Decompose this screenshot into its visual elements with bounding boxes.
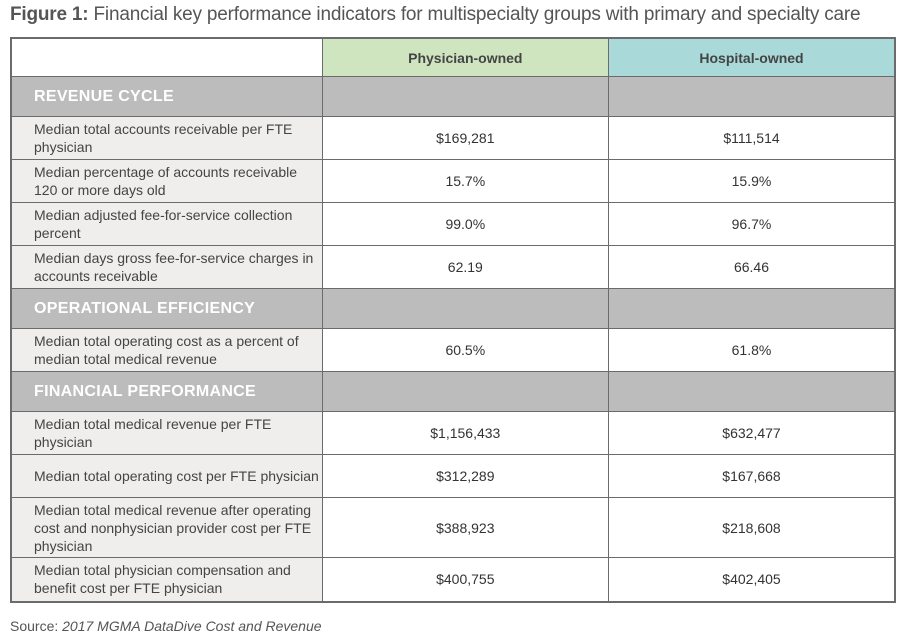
- physician-owned-value: $312,289: [321, 454, 610, 498]
- physician-owned-value: $388,923: [321, 497, 610, 558]
- table-row: Median percentage of accounts receivable…: [10, 159, 896, 203]
- metric-label: Median total operating cost per FTE phys…: [10, 454, 323, 498]
- metric-label: Median total medical revenue per FTE phy…: [10, 411, 323, 455]
- metric-label: Median percentage of accounts receivable…: [10, 159, 323, 203]
- column-header-hospital-owned: Hospital-owned: [608, 37, 896, 77]
- source-note: Source: 2017 MGMA DataDive Cost and Reve…: [10, 618, 322, 634]
- table-row: Median total operating cost as a percent…: [10, 328, 896, 372]
- section-title: REVENUE CYCLE: [10, 76, 323, 117]
- physician-owned-value: 62.19: [321, 245, 610, 289]
- section-header-row: REVENUE CYCLE: [10, 76, 896, 117]
- figure-title: Figure 1: Financial key performance indi…: [10, 4, 861, 26]
- section-title: OPERATIONAL EFFICIENCY: [10, 288, 323, 329]
- physician-owned-value: 99.0%: [321, 202, 610, 246]
- section-band-cell: [321, 371, 610, 412]
- metric-label: Median total physician compensation and …: [10, 557, 323, 602]
- physician-owned-value: 15.7%: [321, 159, 610, 203]
- section-header-row: OPERATIONAL EFFICIENCY: [10, 288, 896, 329]
- figure-title-text: Financial key performance indicators for…: [93, 4, 861, 25]
- table-header-row: Physician-owned Hospital-owned: [10, 37, 896, 77]
- section-band-cell: [321, 288, 610, 329]
- metric-label: Median adjusted fee-for-service collecti…: [10, 202, 323, 246]
- table-row: Median adjusted fee-for-service collecti…: [10, 202, 896, 246]
- hospital-owned-value: 96.7%: [608, 202, 896, 246]
- table-row: Median total operating cost per FTE phys…: [10, 454, 896, 498]
- section-band-cell: [608, 76, 896, 117]
- section-band-cell: [608, 371, 896, 412]
- table-row: Median total accounts receivable per FTE…: [10, 116, 896, 160]
- section-header-row: FINANCIAL PERFORMANCE: [10, 371, 896, 412]
- table-row: Median total medical revenue after opera…: [10, 497, 896, 558]
- section-title: FINANCIAL PERFORMANCE: [10, 371, 323, 412]
- source-text: 2017 MGMA DataDive Cost and Revenue: [62, 618, 322, 634]
- hospital-owned-value: $111,514: [608, 116, 896, 160]
- physician-owned-value: 60.5%: [321, 328, 610, 372]
- hospital-owned-value: $218,608: [608, 497, 896, 558]
- physician-owned-value: $1,156,433: [321, 411, 610, 455]
- hospital-owned-value: $402,405: [608, 557, 896, 602]
- metric-label: Median total operating cost as a percent…: [10, 328, 323, 372]
- hospital-owned-value: 66.46: [608, 245, 896, 289]
- hospital-owned-value: $632,477: [608, 411, 896, 455]
- metric-label: Median days gross fee-for-service charge…: [10, 245, 323, 289]
- figure-label: Figure 1:: [10, 4, 89, 25]
- hospital-owned-value: $167,668: [608, 454, 896, 498]
- physician-owned-value: $169,281: [321, 116, 610, 160]
- table-row: Median total medical revenue per FTE phy…: [10, 411, 896, 455]
- metric-label: Median total accounts receivable per FTE…: [10, 116, 323, 160]
- metric-label: Median total medical revenue after opera…: [10, 497, 323, 558]
- column-header-physician-owned: Physician-owned: [321, 37, 610, 77]
- table-row: Median total physician compensation and …: [10, 557, 896, 602]
- source-prefix: Source:: [10, 618, 59, 634]
- section-band-cell: [321, 76, 610, 117]
- physician-owned-value: $400,755: [321, 557, 610, 602]
- table-row: Median days gross fee-for-service charge…: [10, 245, 896, 289]
- hospital-owned-value: 61.8%: [608, 328, 896, 372]
- header-blank-cell: [10, 37, 323, 77]
- section-band-cell: [608, 288, 896, 329]
- kpi-table: Physician-owned Hospital-owned REVENUE C…: [10, 37, 896, 603]
- hospital-owned-value: 15.9%: [608, 159, 896, 203]
